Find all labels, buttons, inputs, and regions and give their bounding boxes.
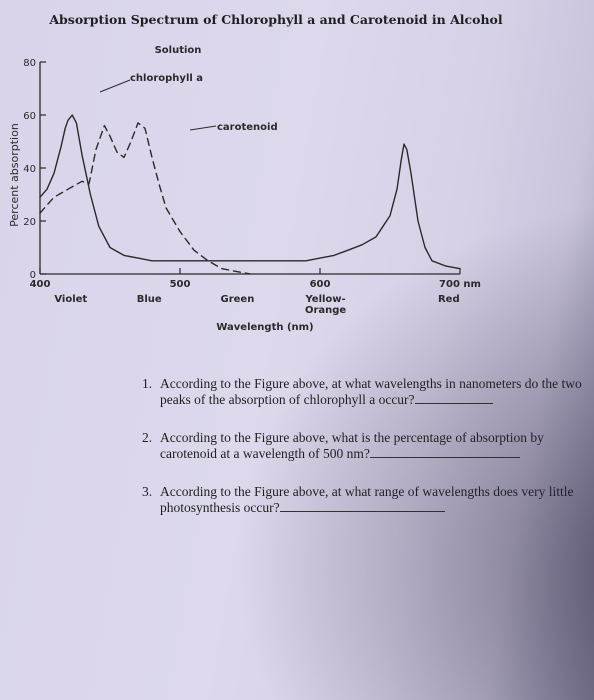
- series-labels: chlorophyll a carotenoid: [99, 73, 278, 133]
- y-tick-label: 80: [23, 58, 36, 69]
- carotenoid-label-pointer: [189, 125, 217, 131]
- series-layer: [39, 114, 461, 275]
- question-text: According to the Figure above, at what w…: [160, 376, 582, 407]
- x-tick-label: 500: [170, 279, 191, 290]
- color-band-label: Violet: [54, 294, 87, 305]
- question-2: 2. According to the Figure above, what i…: [142, 430, 582, 462]
- answer-blank[interactable]: [279, 500, 445, 512]
- answer-blank[interactable]: [369, 446, 520, 458]
- legend-title: Solution: [155, 45, 202, 56]
- question-1: 1. According to the Figure above, at wha…: [142, 376, 582, 408]
- chlorophyll-series-label: chlorophyll a: [130, 73, 203, 84]
- color-band-label: Blue: [137, 294, 162, 305]
- y-tick-label: 60: [23, 111, 36, 122]
- color-band-label: Red: [438, 294, 460, 305]
- carotenoid-series-line: [39, 122, 251, 275]
- color-band-label: Orange: [305, 305, 346, 316]
- y-tick-label: 20: [23, 217, 36, 228]
- question-number: 3.: [142, 484, 153, 499]
- x-tick-label: 600: [310, 279, 331, 290]
- x-tick-label: 700 nm: [439, 279, 481, 290]
- axes: [39, 62, 460, 275]
- chart-title: Absorption Spectrum of Chlorophyll a and…: [48, 12, 503, 27]
- color-band-label: Yellow-: [304, 294, 345, 305]
- question-3: 3. According to the Figure above, at wha…: [142, 484, 582, 516]
- chlorophyll-label-pointer: [99, 79, 131, 93]
- question-number: 2.: [142, 430, 153, 445]
- y-tick-label: 40: [23, 164, 36, 175]
- y-axis-label: Percent absorption: [8, 123, 21, 227]
- absorption-chart: Absorption Spectrum of Chlorophyll a and…: [8, 12, 503, 333]
- color-band-label: Green: [220, 294, 254, 305]
- carotenoid-series-label: carotenoid: [217, 122, 278, 133]
- chlorophyll-series-line: [39, 114, 461, 270]
- question-number: 1.: [142, 376, 153, 391]
- answer-blank[interactable]: [414, 392, 493, 404]
- x-tick-label: 400: [30, 279, 51, 290]
- color-band-labels: Violet Blue Green Yellow-Orange Red: [54, 294, 459, 316]
- questions-list: 1. According to the Figure above, at wha…: [142, 376, 582, 538]
- x-ticks: 400 500 600 700 nm: [30, 268, 481, 290]
- x-axis-label: Wavelength (nm): [216, 322, 313, 333]
